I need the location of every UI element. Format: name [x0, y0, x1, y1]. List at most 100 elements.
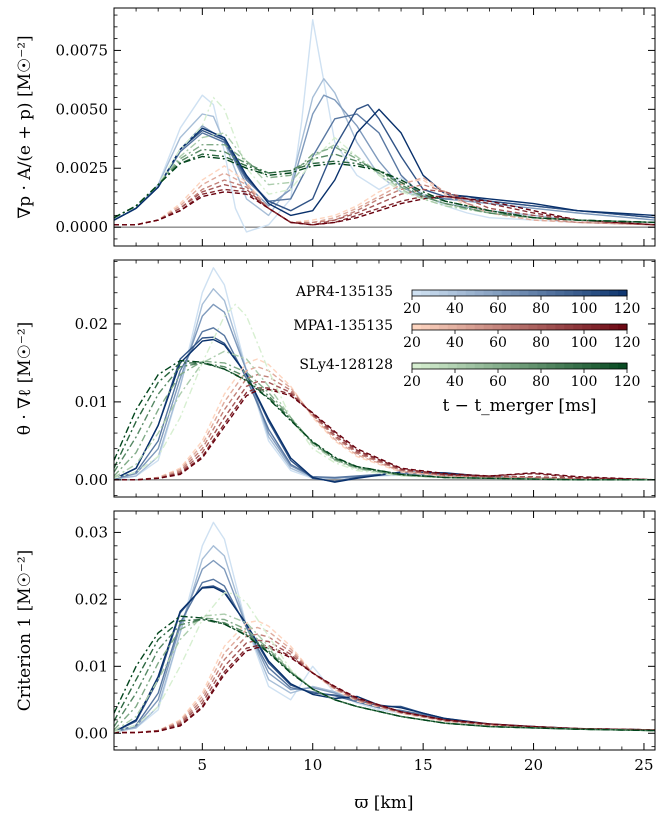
- colorbar-tick-label: 120: [614, 374, 641, 390]
- colorbar-segment: [429, 363, 440, 369]
- series-APR4-135135-t20: [114, 521, 655, 733]
- colorbar-tick-label: 80: [532, 335, 550, 351]
- colorbar-segment: [510, 363, 521, 369]
- colorbar-segment: [564, 363, 574, 369]
- series-MPA1-135135-t40: [114, 626, 655, 734]
- colorbar-tick-label: 60: [489, 301, 507, 317]
- colorbar-segment: [537, 324, 547, 330]
- colorbar-segment: [600, 324, 610, 330]
- colorbar-segment: [600, 363, 610, 369]
- colorbar-segment: [456, 290, 467, 296]
- series-SLy4-128128-t40: [114, 613, 655, 732]
- colorbar-segment: [412, 290, 422, 296]
- colorbar-tick-label: 120: [614, 335, 641, 351]
- legend-label-APR4-135135: APR4-135135: [295, 284, 393, 300]
- legend-label-SLy4-128128: SLy4-128128: [299, 357, 393, 373]
- colorbar-segment: [429, 324, 440, 330]
- colorbar-tick-label: 100: [571, 374, 598, 390]
- series-MPA1-135135-t20: [114, 358, 655, 481]
- colorbar-segment: [528, 324, 539, 330]
- colorbar-segment: [618, 324, 628, 330]
- colorbar-segment: [582, 363, 592, 369]
- colorbar-segment: [510, 324, 521, 330]
- colorbar-segment: [483, 363, 494, 369]
- colorbar-segment: [438, 363, 449, 369]
- colorbar-segment: [582, 290, 592, 296]
- series-MPA1-135135-t120: [114, 388, 655, 481]
- colorbar-segment: [501, 290, 512, 296]
- colorbar-segment: [501, 324, 512, 330]
- panel-3: 5 10 15 20 25 0.00 0.01 0.02 0.03 Criterion 1 [M☉…: [15, 510, 656, 774]
- series-MPA1-135135-t120: [114, 646, 655, 734]
- colorbar-segment: [447, 324, 458, 330]
- y-axis-label: θ · ∇ℓ [M☉⁻²]: [15, 322, 35, 436]
- plot-frame: [113, 7, 656, 247]
- panel-1: 0.0000 0.0025 0.0050 0.0075 ∇p · A/(e + p) […: [15, 7, 656, 247]
- colorbar-segment: [420, 324, 431, 330]
- colorbar-segment: [609, 324, 619, 330]
- colorbar-tick-label: 20: [403, 335, 421, 351]
- colorbar-segment: [546, 324, 556, 330]
- colorbar-segment: [465, 324, 476, 330]
- colorbar-segment: [591, 324, 601, 330]
- y-tick-label: 0.01: [75, 657, 108, 675]
- colorbar-segment: [492, 290, 503, 296]
- series-APR4-135135-t100: [114, 103, 655, 221]
- series-SLy4-128128-t80: [114, 148, 655, 224]
- colorbar-tick-label: 20: [403, 374, 421, 390]
- colorbar-segment: [474, 324, 485, 330]
- colorbar-segment: [618, 290, 628, 296]
- series-MPA1-135135-t40: [114, 366, 655, 481]
- colorbar-tick-label: 100: [571, 335, 598, 351]
- series-SLy4-128128-t100: [114, 362, 655, 481]
- x-tick-label: 5: [198, 756, 208, 774]
- colorbar-segment: [618, 363, 628, 369]
- colorbar-segment: [555, 324, 565, 330]
- y-tick-label: 0.01: [75, 393, 108, 411]
- colorbar-APR4-135135: [411, 289, 628, 297]
- y-tick-label: 0.03: [75, 523, 108, 541]
- colorbar-segment: [555, 363, 565, 369]
- x-tick-label: 20: [524, 756, 543, 774]
- legend: APR4-135135 20 40 60 80 100 120 MPA1-135135 20 40…: [293, 284, 640, 416]
- series-MPA1-135135-t20: [114, 620, 655, 734]
- plot-frame: [113, 259, 656, 498]
- colorbar-segment: [474, 290, 485, 296]
- colorbar-tick-label: 80: [532, 301, 550, 317]
- colorbar-tick-label: 40: [446, 335, 464, 351]
- colorbar-segment: [519, 363, 530, 369]
- colorbar-tick-label: 40: [446, 301, 464, 317]
- colorbar-segment: [528, 290, 539, 296]
- series-MPA1-135135-t60: [114, 633, 655, 734]
- series-MPA1-135135-t40: [114, 172, 655, 226]
- series-APR4-135135-t120: [114, 108, 655, 221]
- x-axis-label: ϖ [km]: [355, 793, 414, 813]
- colorbar-segment: [537, 363, 547, 369]
- colorbar-segment: [492, 324, 503, 330]
- series-APR4-135135-t40: [114, 78, 655, 224]
- colorbar-segment: [573, 363, 583, 369]
- colorbar-segment: [519, 324, 530, 330]
- y-tick-label: 0.00: [75, 471, 108, 489]
- colorbar-tick-label: 100: [571, 301, 598, 317]
- colorbar-tick-label: 120: [614, 301, 641, 317]
- colorbar-segment: [465, 363, 476, 369]
- series-SLy4-128128-t120: [114, 155, 655, 224]
- y-tick-label: 0.0050: [56, 100, 109, 118]
- series-MPA1-135135-t80: [114, 639, 655, 734]
- legend-label-MPA1-135135: MPA1-135135: [293, 318, 393, 334]
- x-tick-label: 25: [634, 756, 653, 774]
- colorbar-MPA1-135135: [411, 323, 628, 331]
- colorbar-segment: [546, 290, 556, 296]
- colorbar-label: t − t_merger [ms]: [442, 396, 596, 416]
- colorbar-tick-label: 20: [403, 301, 421, 317]
- colorbar-segment: [483, 324, 494, 330]
- colorbar-SLy4-128128: [411, 362, 628, 370]
- colorbar-tick-label: 60: [489, 374, 507, 390]
- y-axis-label: ∇p · A/(e + p) [M☉⁻²]: [15, 35, 35, 218]
- series-SLy4-128128-t20: [114, 96, 655, 224]
- plot-frame: [113, 510, 656, 751]
- colorbar-segment: [438, 324, 449, 330]
- colorbar-segment: [537, 290, 547, 296]
